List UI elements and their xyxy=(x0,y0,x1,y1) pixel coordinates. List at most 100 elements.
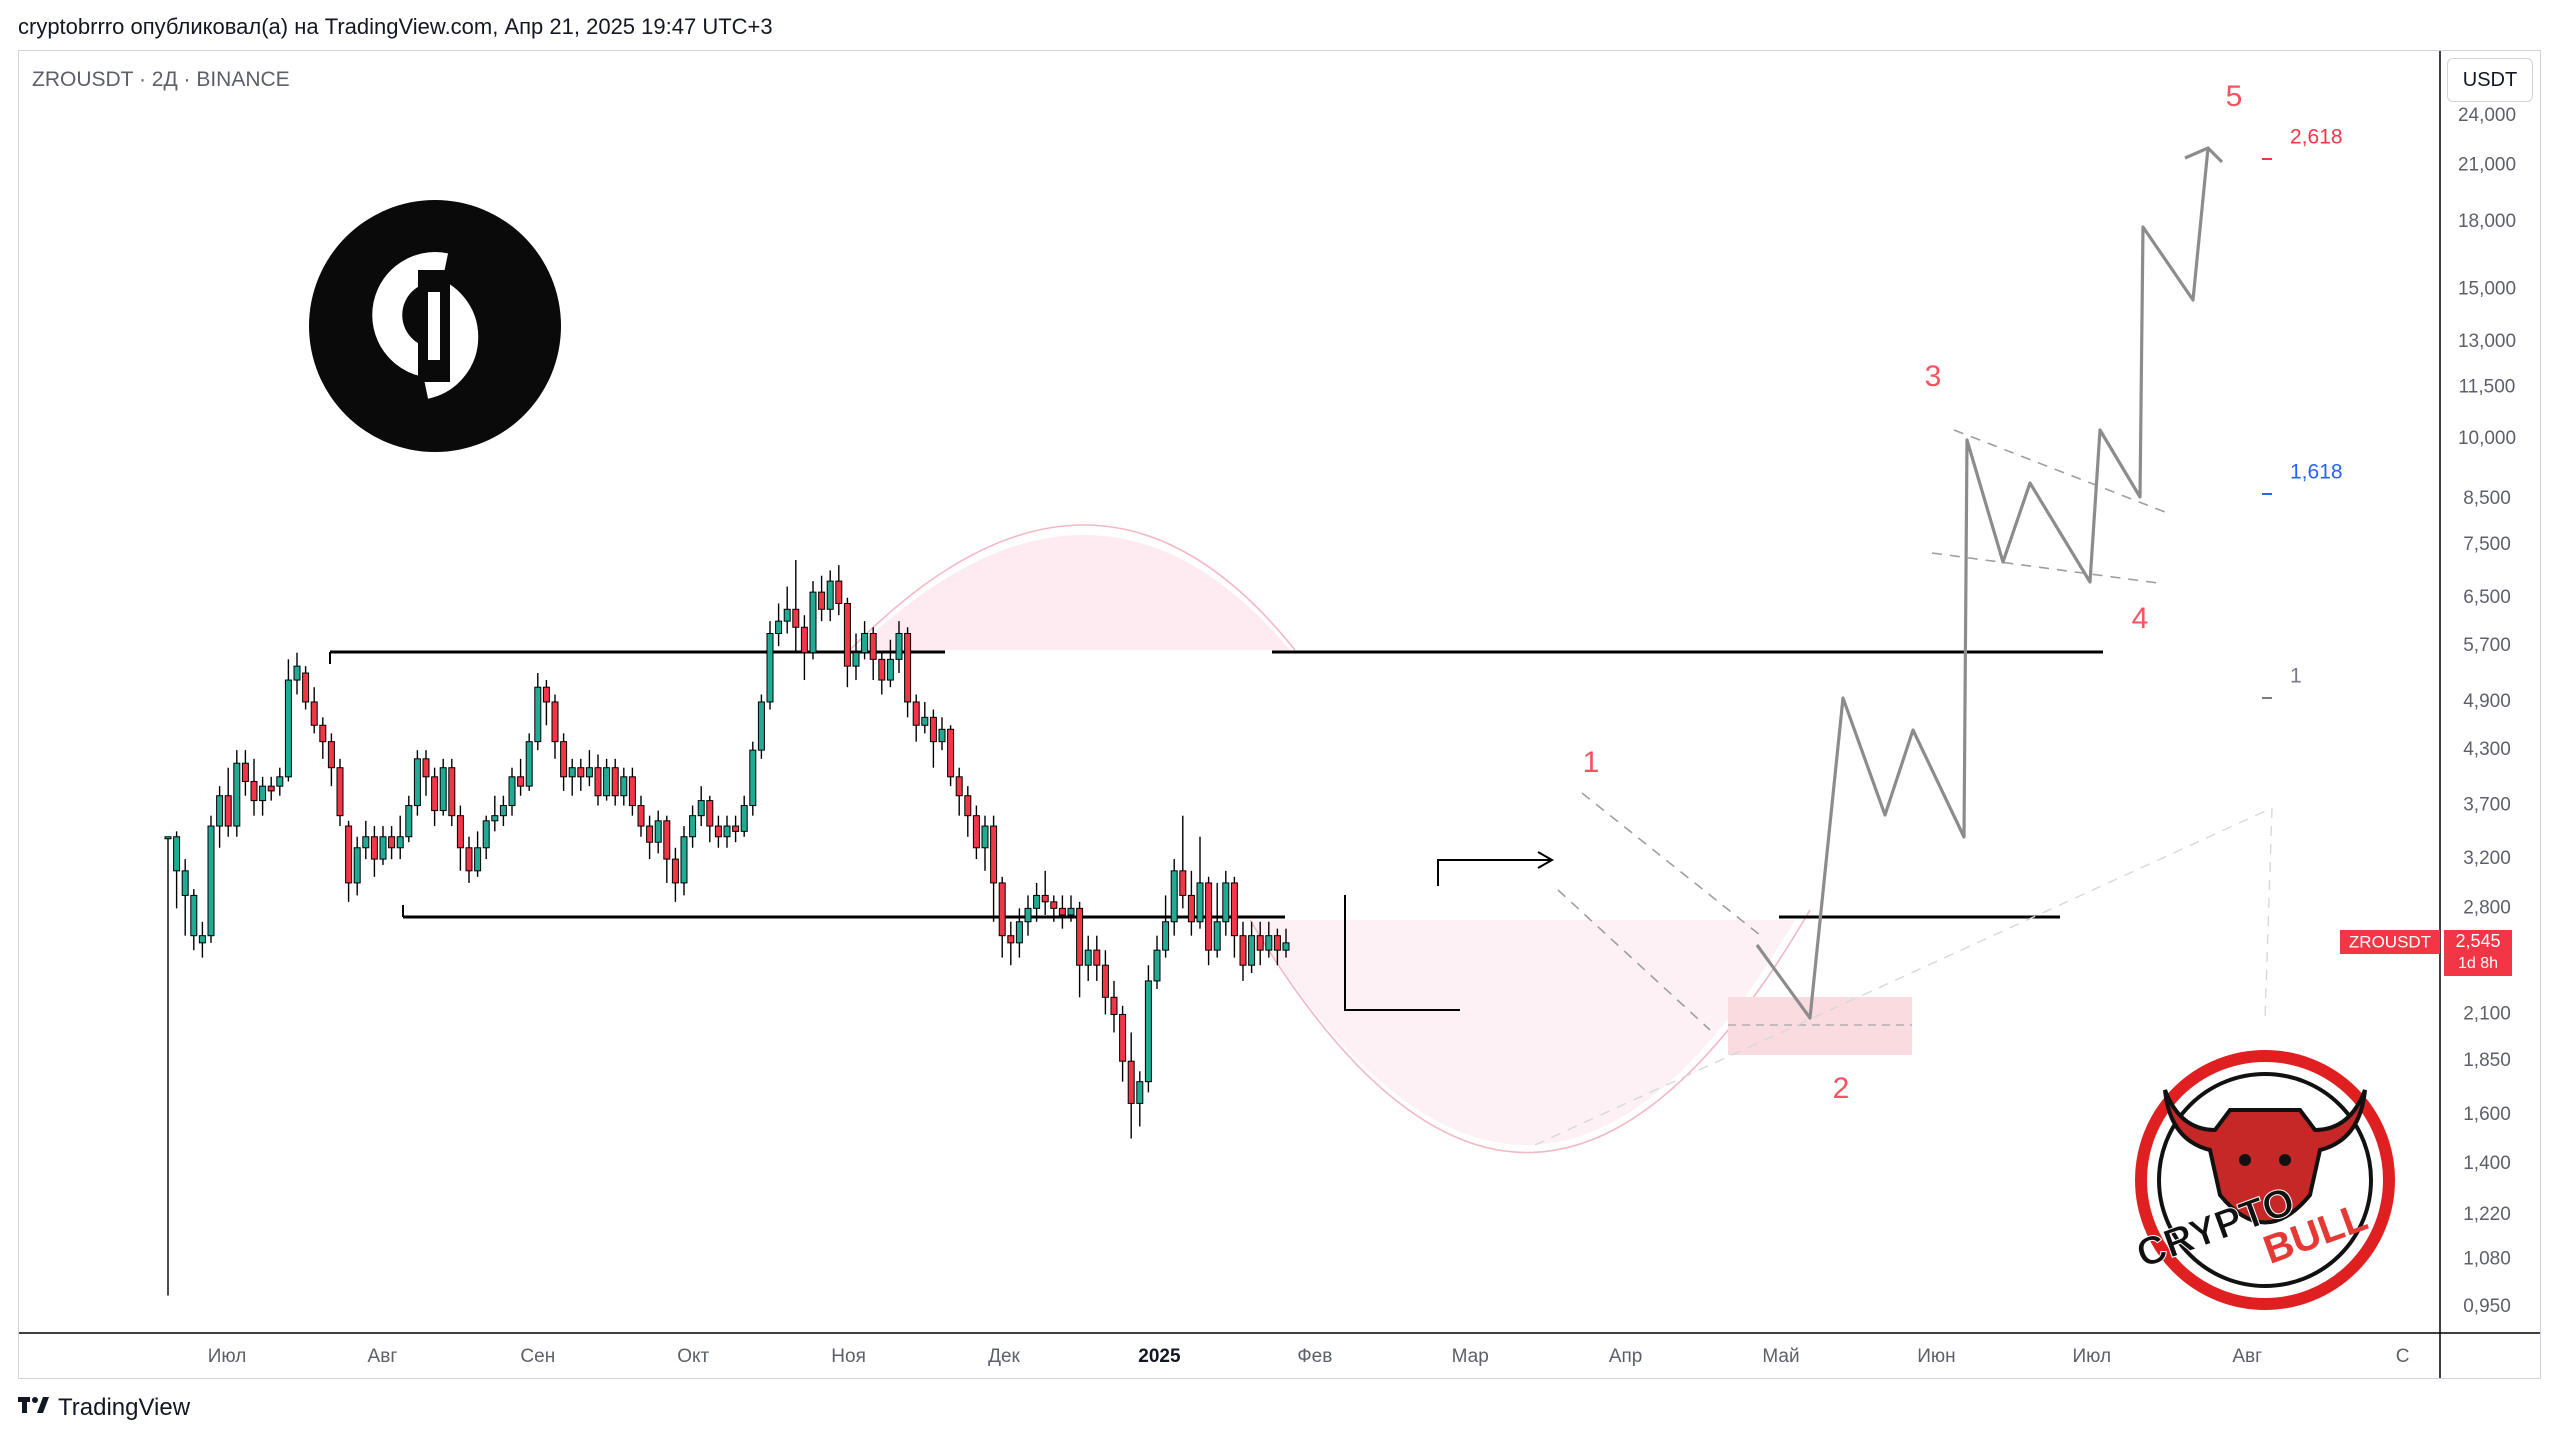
elliott-projection-path xyxy=(1755,147,2210,1020)
candle xyxy=(1170,859,1178,936)
candle xyxy=(1196,836,1204,929)
candle-body xyxy=(1067,907,1075,916)
candle-body xyxy=(1179,870,1187,896)
candle-body xyxy=(207,825,215,937)
candle xyxy=(723,815,731,848)
candle-body xyxy=(319,724,327,743)
long-trend-dashed xyxy=(1534,807,2273,1146)
candle-body xyxy=(929,716,937,743)
candle xyxy=(1024,895,1032,936)
bull-head-icon xyxy=(2163,1089,2367,1225)
x-tick-label: Мар xyxy=(1452,1346,1489,1367)
chart-frame xyxy=(18,50,2541,1379)
candle xyxy=(1033,882,1041,922)
footer-brand[interactable]: TradingView xyxy=(18,1394,190,1422)
y-tick-label: 6,500 xyxy=(2463,587,2511,608)
candle xyxy=(362,820,370,860)
candle xyxy=(714,815,722,848)
candle xyxy=(284,659,292,782)
fib-label-0: 2,618 xyxy=(2290,126,2343,149)
candle-body xyxy=(456,815,464,849)
candle xyxy=(448,758,456,827)
y-tick-label: 24,000 xyxy=(2458,105,2516,126)
candle xyxy=(809,581,817,660)
candle-body xyxy=(181,870,189,896)
candle xyxy=(474,831,482,877)
candle-body xyxy=(852,652,860,667)
candle-body xyxy=(276,776,284,787)
candle-body xyxy=(310,701,318,726)
candle xyxy=(1067,895,1075,922)
fakeout-bracket xyxy=(1344,895,1460,1011)
candle-body xyxy=(654,820,662,843)
x-tick-label: Авг xyxy=(2232,1346,2262,1367)
candle xyxy=(379,826,387,865)
y-tick-label: 2,800 xyxy=(2463,897,2511,918)
candle xyxy=(568,758,576,796)
candle-body xyxy=(714,825,722,838)
candle-body xyxy=(757,701,765,751)
candle-body xyxy=(1084,949,1092,966)
candle-body xyxy=(1041,894,1049,903)
candle xyxy=(431,767,439,827)
candle xyxy=(1265,921,1273,958)
candle-body xyxy=(1282,942,1290,951)
candle xyxy=(620,767,628,806)
candle-body xyxy=(1153,949,1161,982)
candle-body xyxy=(370,836,378,860)
candle xyxy=(534,673,542,751)
candle-body xyxy=(594,767,602,797)
projection-arrowhead xyxy=(2184,146,2224,164)
candle-body xyxy=(302,672,310,703)
candle-body xyxy=(792,608,800,628)
logo-glyph-bar xyxy=(428,292,440,360)
candle xyxy=(499,795,507,827)
footer-brand-label: TradingView xyxy=(58,1394,191,1421)
candle xyxy=(800,615,808,681)
candle xyxy=(336,758,344,827)
candle-body xyxy=(560,741,568,778)
candle xyxy=(1256,921,1264,966)
candle-body xyxy=(241,762,249,782)
candle xyxy=(611,758,619,806)
candle-body xyxy=(551,701,559,743)
candle xyxy=(327,733,335,787)
candle xyxy=(181,859,189,936)
fib-label-2: 1 xyxy=(2290,665,2302,688)
candle xyxy=(319,717,327,759)
candle xyxy=(886,639,894,688)
candle xyxy=(224,767,232,837)
symbol-label[interactable]: ZROUSDT · 2Д · BINANCE xyxy=(32,68,290,91)
candle xyxy=(216,786,224,848)
candle-body xyxy=(1024,907,1032,923)
y-tick-label: 4,900 xyxy=(2463,691,2511,712)
candle-body xyxy=(568,767,576,778)
candle-body xyxy=(233,762,241,827)
candle-body xyxy=(1136,1081,1144,1104)
y-tick-label: 21,000 xyxy=(2458,154,2516,175)
candle xyxy=(1136,1071,1144,1127)
x-tick-label: 2025 xyxy=(1138,1346,1181,1367)
candle xyxy=(439,758,447,816)
candle-body xyxy=(886,658,894,681)
candle-body xyxy=(284,679,292,778)
candle-body xyxy=(190,894,198,937)
candle xyxy=(706,795,714,843)
candle xyxy=(1015,908,1023,958)
candle xyxy=(508,767,516,816)
candle-body xyxy=(388,836,396,849)
candle-body xyxy=(921,716,929,726)
candle xyxy=(233,750,241,837)
candle xyxy=(198,921,206,958)
currency-unit-button[interactable]: USDT xyxy=(2447,58,2533,102)
candle-body xyxy=(895,632,903,660)
wave-label-2: 2 xyxy=(1833,1072,1850,1105)
breakout-arrow-line xyxy=(1437,859,1550,886)
candle xyxy=(921,701,929,734)
candle xyxy=(1187,870,1195,936)
candle-body xyxy=(1205,882,1213,951)
candle xyxy=(766,621,774,710)
candle-body xyxy=(646,825,654,843)
candle xyxy=(826,570,834,622)
